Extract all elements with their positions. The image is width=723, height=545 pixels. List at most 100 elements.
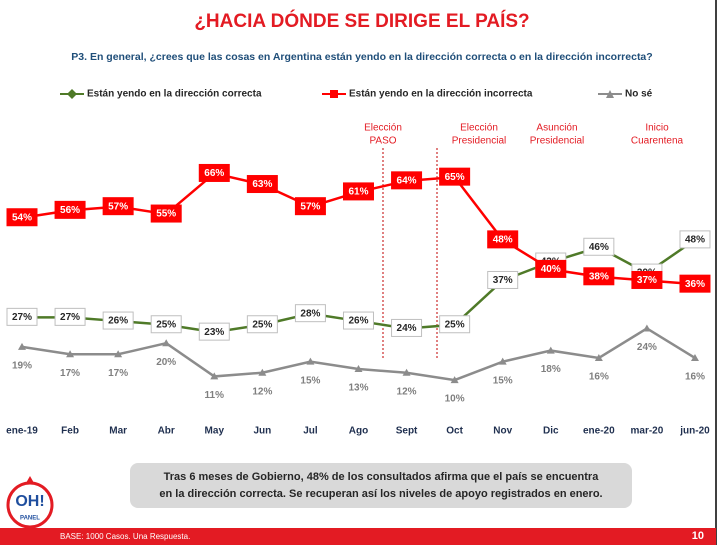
marker: [402, 368, 411, 376]
marker: [498, 357, 507, 365]
x-tick-label: Ago: [349, 426, 368, 437]
marker: [594, 353, 603, 361]
value-label: 28%: [300, 308, 320, 319]
marker: [354, 365, 363, 373]
value-label-box: [487, 270, 519, 289]
x-tick-label: Oct: [446, 426, 463, 437]
marker: [162, 339, 171, 347]
value-label-box: [54, 200, 86, 219]
value-label: 13%: [348, 383, 368, 394]
value-label: 25%: [445, 319, 465, 330]
value-label: 48%: [493, 235, 513, 246]
value-label: 56%: [60, 205, 80, 216]
value-label: 48%: [685, 235, 705, 246]
legend-label: No sé: [625, 89, 653, 100]
value-label-box: [102, 197, 134, 216]
annotation: Asunción: [536, 123, 577, 134]
marker: [450, 376, 459, 384]
value-label-box: [391, 171, 423, 190]
x-tick-label: Feb: [61, 426, 79, 437]
legend-marker: [67, 89, 77, 99]
annotation: Inicio: [645, 123, 669, 134]
value-label: 15%: [493, 375, 513, 386]
value-label: 57%: [108, 201, 128, 212]
footer-bar: [0, 528, 716, 545]
value-label: 20%: [156, 357, 176, 368]
marker: [114, 350, 123, 358]
value-label: 24%: [637, 342, 657, 353]
annotation: PASO: [369, 136, 396, 147]
value-label-box: [198, 322, 230, 341]
value-label-box: [679, 274, 711, 293]
value-label-box: [583, 237, 615, 256]
value-label: 27%: [60, 312, 80, 323]
value-label: 23%: [204, 327, 224, 338]
value-label-box: [679, 230, 711, 249]
value-label-box: [439, 167, 471, 186]
value-label: 10%: [445, 394, 465, 405]
value-label-box: [342, 182, 374, 201]
x-tick-label: ene-19: [6, 426, 38, 437]
value-label: 37%: [493, 275, 513, 286]
legend-label: Están yendo en la dirección correcta: [87, 89, 262, 100]
x-tick-label: mar-20: [631, 426, 664, 437]
value-label-box: [439, 315, 471, 334]
callout-box: [130, 463, 632, 508]
value-label: 25%: [156, 319, 176, 330]
x-tick-label: Abr: [158, 426, 175, 437]
value-label: 37%: [637, 275, 657, 286]
annotation: Elección: [364, 123, 402, 134]
marker: [642, 324, 651, 332]
x-tick-label: ene-20: [583, 426, 615, 437]
value-label: 25%: [252, 319, 272, 330]
x-tick-label: Jun: [253, 426, 271, 437]
value-label-box: [246, 315, 278, 334]
value-label: 66%: [204, 168, 224, 179]
value-label: 63%: [252, 179, 272, 190]
footer: BASE: 1000 Casos. Una Respuesta.: [60, 532, 190, 541]
x-tick-label: jun-20: [679, 426, 710, 437]
value-label: 15%: [300, 375, 320, 386]
value-label: 16%: [589, 372, 609, 383]
value-label: 40%: [541, 264, 561, 275]
subtitle: P3. En general, ¿crees que las cosas en …: [71, 51, 652, 63]
value-label-box: [6, 208, 38, 227]
marker: [210, 372, 219, 380]
annotation: Cuarentena: [631, 136, 684, 147]
value-label-box: [198, 163, 230, 182]
value-label-box: [246, 175, 278, 194]
x-tick-label: Mar: [109, 426, 127, 437]
logo-text: PANEL: [20, 516, 40, 522]
value-label: 61%: [348, 187, 368, 198]
legend-marker: [606, 90, 614, 98]
page-number: 10: [692, 530, 704, 542]
annotation: Presidencial: [530, 136, 584, 147]
value-label-box: [150, 315, 182, 334]
value-label-box: [631, 270, 663, 289]
value-label: 55%: [156, 209, 176, 220]
annotation: Presidencial: [452, 136, 506, 147]
x-tick-label: Sept: [396, 426, 418, 437]
value-label: 16%: [685, 372, 705, 383]
x-tick-label: Jul: [303, 426, 318, 437]
x-tick-label: May: [205, 426, 225, 437]
value-label: 26%: [108, 316, 128, 327]
value-label: 11%: [205, 390, 225, 401]
value-label-box: [583, 267, 615, 286]
value-label: 65%: [445, 172, 465, 183]
value-label: 57%: [300, 201, 320, 212]
value-label: 27%: [12, 312, 32, 323]
callout-line: en la dirección correcta. Se recuperan a…: [159, 488, 602, 500]
value-label: 12%: [252, 386, 272, 397]
value-label: 36%: [685, 279, 705, 290]
value-label-box: [102, 311, 134, 330]
value-label-box: [391, 318, 423, 337]
value-label: 24%: [397, 323, 417, 334]
value-label: 17%: [60, 368, 80, 379]
value-label: 38%: [589, 271, 609, 282]
value-label-box: [342, 311, 374, 330]
value-label: 54%: [12, 212, 32, 223]
logo-text: OH!: [15, 493, 44, 510]
marker: [306, 357, 315, 365]
